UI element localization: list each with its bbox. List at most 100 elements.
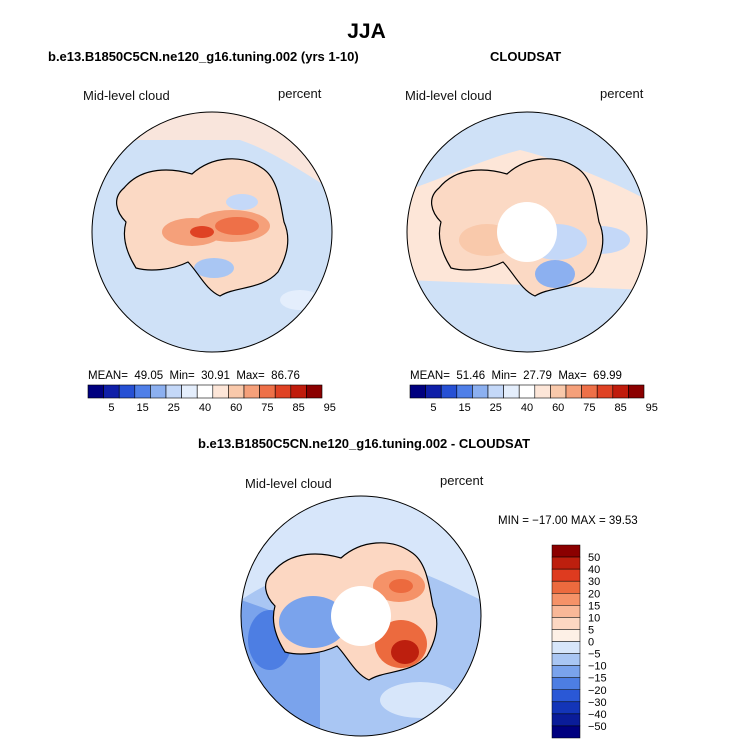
- panel1-units-label: percent: [278, 86, 322, 101]
- panel1-colorbar-swatch: [165, 384, 182, 399]
- panel2-mean-value: 51.46: [456, 370, 486, 382]
- panel3-colorbar-tick-label: −10: [588, 661, 607, 673]
- panel3-colorbar-swatch: [551, 629, 581, 642]
- panel1-colorbar-tick-label: 15: [136, 402, 148, 414]
- panel1-stats: MEAN= 49.05 Min= 30.91 Max= 86.76: [88, 370, 300, 382]
- panel2-colorbar-swatch: [581, 384, 598, 399]
- panel3-colorbar-tick-label: −5: [588, 649, 601, 661]
- panel2-max-value: 69.99: [593, 370, 622, 382]
- panel2-min-value: 27.79: [523, 370, 552, 382]
- panel1-colorbar-swatch: [103, 384, 120, 399]
- panel3-colorbar-swatch: [551, 701, 581, 715]
- panel2-units-label: percent: [600, 86, 644, 101]
- panel2-colorbar-swatch: [425, 384, 442, 399]
- panel3-colorbar-tick-label: −20: [588, 685, 607, 697]
- panel3-colorbar-swatch: [551, 677, 581, 690]
- panel2-colorbar-tick-label: 75: [583, 402, 595, 414]
- panel3-colorbar-tick-label: −15: [588, 673, 607, 685]
- panel2-colorbar-swatch: [487, 384, 504, 399]
- panel1-colorbar-swatch: [212, 384, 229, 399]
- panel1-colorbar-swatch: [196, 384, 214, 399]
- panel3-colorbar-swatch: [551, 641, 581, 654]
- panel1-title: b.e13.B1850C5CN.ne120_g16.tuning.002 (yr…: [48, 49, 359, 64]
- panel3-colorbar-swatch: [551, 713, 581, 727]
- panel3-colorbar-tick-label: 50: [588, 552, 600, 564]
- panel1-colorbar: 5 15 25 40 60 75 85 95: [87, 384, 336, 414]
- panel2-colorbar-tick-label: 25: [490, 402, 502, 414]
- panel3-colorbar-tick-label: 0: [588, 637, 594, 649]
- panel2-colorbar-swatch: [628, 384, 645, 399]
- panel2-colorbar-swatch: [440, 384, 458, 399]
- panel3-colorbar-tick-label: 5: [588, 624, 594, 636]
- panel2-colorbar-swatch: [534, 384, 551, 399]
- panel3-colorbar-swatch: [551, 665, 581, 678]
- panel3-title: b.e13.B1850C5CN.ne120_g16.tuning.002 - C…: [198, 436, 531, 451]
- panel2-colorbar-swatch: [565, 384, 582, 399]
- panel2-colorbar-swatch: [456, 384, 473, 399]
- panel2-colorbar-swatch: [518, 384, 536, 399]
- panel3-colorbar-swatch: [551, 653, 581, 666]
- panel3-units-label: percent: [440, 473, 484, 488]
- main-title: JJA: [347, 20, 386, 43]
- panel3-colorbar-swatch: [551, 689, 581, 703]
- panel1-colorbar-swatch: [274, 384, 292, 399]
- panel1-colorbar-swatch: [118, 384, 136, 399]
- panel3-colorbar-tick-label: 15: [588, 600, 600, 612]
- panel2-variable-label: Mid-level cloud: [405, 88, 492, 103]
- panel1-max-value: 86.76: [271, 370, 300, 382]
- panel3-colorbar-swatch: [551, 580, 581, 594]
- panel3-stats: MIN = −17.00 MAX = 39.53: [498, 515, 638, 527]
- panel1-colorbar-tick-label: 40: [199, 402, 211, 414]
- panel3-colorbar-swatch: [551, 617, 581, 630]
- panel1-colorbar-swatch: [259, 384, 276, 399]
- panel1-colorbar-tick-label: 60: [230, 402, 242, 414]
- panel2-colorbar-tick-label: 85: [614, 402, 626, 414]
- panel1-map: [91, 111, 333, 353]
- panel1-colorbar-tick-label: 25: [168, 402, 180, 414]
- panel1-colorbar-tick-label: 95: [324, 402, 336, 414]
- panel2-colorbar-swatch: [596, 384, 614, 399]
- panel2-colorbar-tick-label: 5: [430, 402, 436, 414]
- panel1-colorbar-swatch: [228, 384, 245, 399]
- panel3-colorbar-swatch: [551, 544, 581, 558]
- panel3-colorbar-swatch: [551, 725, 581, 739]
- panel3-colorbar-swatch: [551, 605, 581, 618]
- panel2-colorbar-tick-label: 95: [646, 402, 658, 414]
- panel3-colorbar-tick-label: −40: [588, 709, 607, 721]
- panel2-colorbar-tick-label: 15: [458, 402, 470, 414]
- panel3-colorbar-tick-label: 40: [588, 564, 600, 576]
- panel2-colorbar: 5 15 25 40 60 75 85 95: [409, 384, 658, 414]
- panel3-colorbar-tick-label: 10: [588, 612, 600, 624]
- panel1-colorbar-tick-label: 85: [292, 402, 304, 414]
- panel2-map: [406, 111, 648, 353]
- panel3-colorbar-swatch: [551, 593, 581, 606]
- panel3-colorbar-swatch: [551, 568, 581, 582]
- panel2-colorbar-swatch: [612, 384, 629, 399]
- panel2-title: CLOUDSAT: [490, 49, 562, 64]
- panel1-min-value: 30.91: [201, 370, 230, 382]
- panel2-colorbar-swatch: [409, 384, 426, 399]
- panel3-colorbar-swatch: [551, 556, 581, 570]
- panel3-colorbar-tick-label: −30: [588, 697, 607, 709]
- panel2-colorbar-swatch: [503, 384, 520, 399]
- panel2-colorbar-swatch: [550, 384, 567, 399]
- panel1-colorbar-swatch: [87, 384, 104, 399]
- panel3-map: [240, 495, 482, 737]
- panel1-colorbar-swatch: [306, 384, 323, 399]
- panel1-colorbar-tick-label: 75: [261, 402, 273, 414]
- panel1-colorbar-tick-label: 5: [108, 402, 114, 414]
- panel3-colorbar-tick-label: −50: [588, 721, 607, 733]
- panel1-colorbar-swatch: [150, 384, 167, 399]
- panel1-colorbar-swatch: [181, 384, 198, 399]
- panel1-variable-label: Mid-level cloud: [83, 88, 170, 103]
- panel2-stats: MEAN= 51.46 Min= 27.79 Max= 69.99: [410, 370, 622, 382]
- panel3-colorbar-tick-label: 20: [588, 588, 600, 600]
- panel1-colorbar-swatch: [243, 384, 260, 399]
- panel2-colorbar-swatch: [472, 384, 489, 399]
- panel2-colorbar-tick-label: 60: [552, 402, 564, 414]
- panel3-variable-label: Mid-level cloud: [245, 476, 332, 491]
- panel1-colorbar-swatch: [134, 384, 151, 399]
- panel2-colorbar-tick-label: 40: [521, 402, 533, 414]
